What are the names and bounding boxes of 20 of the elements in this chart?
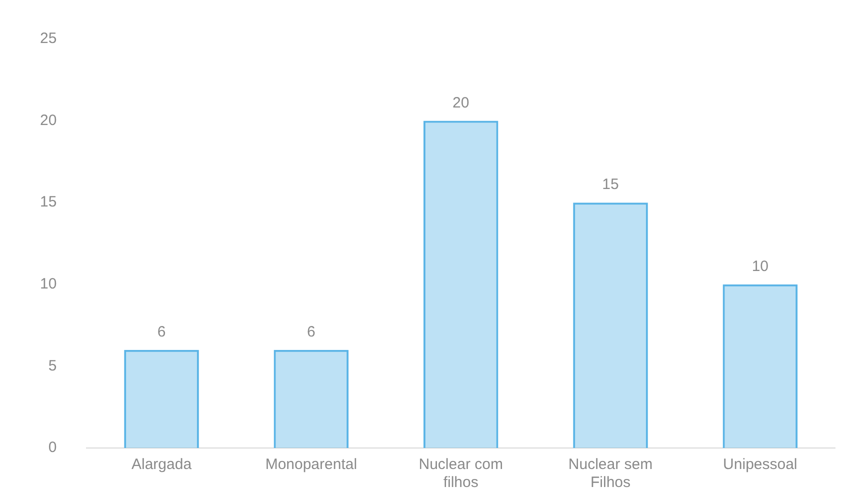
data-label: 6 [307, 323, 316, 340]
y-tick-label: 5 [48, 357, 57, 374]
bar [423, 120, 498, 448]
bar [124, 350, 199, 448]
y-tick-label: 0 [48, 439, 57, 456]
y-tick-label: 10 [40, 276, 57, 293]
x-tick-label: Nuclear com filhos [418, 456, 503, 492]
x-tick-label: Unipessoal [723, 456, 798, 474]
data-label: 15 [602, 176, 619, 194]
data-label: 20 [452, 94, 470, 112]
y-tick-label: 25 [40, 30, 57, 48]
bar [274, 350, 349, 448]
bar [722, 284, 798, 448]
y-tick-label: 20 [40, 112, 57, 129]
x-tick-label: Nuclear sem Filhos [568, 456, 653, 492]
data-label: 6 [157, 323, 166, 340]
x-tick-label: Monoparental [265, 456, 358, 474]
y-tick-label: 15 [40, 194, 57, 211]
x-tick-label: Alargada [131, 456, 192, 474]
data-label: 10 [752, 258, 769, 276]
